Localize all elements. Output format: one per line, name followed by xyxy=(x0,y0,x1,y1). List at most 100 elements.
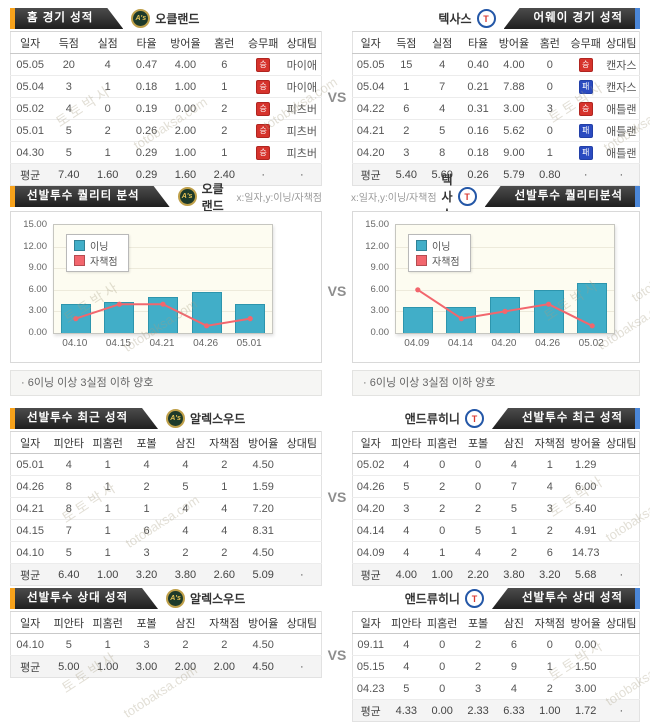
cell: 04.15 xyxy=(10,519,50,542)
column-header: 타율 xyxy=(127,31,166,54)
cell: 05.01 xyxy=(10,453,50,476)
header-row: 일자 피안타 피홈런 포볼 삼진 자책점 방어율 상대팀 xyxy=(352,431,640,454)
cell: 4 xyxy=(460,541,496,564)
away-vs-table: 일자 피안타 피홈런 포볼 삼진 자책점 방어율 상대팀 09.11 4 0 2 6 0 0.00 05.15… xyxy=(352,611,640,722)
cell: 4.00 xyxy=(166,53,205,76)
rangers-logo: T xyxy=(457,187,477,206)
section-title: 어웨이 경기 성적 xyxy=(533,12,623,24)
cell: 0 xyxy=(460,475,496,498)
cell: 3 xyxy=(531,497,568,520)
cell: 1.72 xyxy=(567,699,604,722)
cell: 0 xyxy=(531,53,568,76)
cell: 7.20 xyxy=(243,497,283,520)
column-header: 일자 xyxy=(10,431,50,454)
cell: 피츠버 xyxy=(282,97,322,120)
legend-label: 이닝 xyxy=(432,242,451,253)
cell: 애틀랜 xyxy=(603,141,640,164)
cell: 6 xyxy=(204,53,244,76)
line-marker xyxy=(546,301,552,307)
line-series xyxy=(415,287,595,329)
table-row: 04.21 8 1 1 4 4 7.20 xyxy=(10,497,322,520)
cell: 0.18 xyxy=(460,141,496,164)
cell: 4 xyxy=(49,453,89,476)
cell xyxy=(282,453,322,476)
cell: 2 xyxy=(204,541,244,564)
cell: 8.31 xyxy=(243,519,283,542)
cell: 5 xyxy=(49,141,89,164)
cell: 1.50 xyxy=(567,655,604,678)
away-vs-header: 앤드류히니 T 선발투수 상대 성적 xyxy=(352,588,640,609)
stats-table: 일자 득점 실점 타율 방어율 홈런 승무패 상대팀 05.05 20 4 0.47 4.00 6 승 마이애… xyxy=(10,31,322,186)
y-tick-label: 0.00 xyxy=(370,327,390,338)
home-recent-table: 일자 피안타 피홈런 포볼 삼진 자책점 방어율 상대팀 05.01 4 1 4 4 2 4.50 04.26… xyxy=(10,431,322,586)
y-tick-label: 15.00 xyxy=(23,219,47,230)
cell: 패 xyxy=(567,75,604,98)
column-header: 삼진 xyxy=(166,611,205,634)
axis-note: x:일자,y:이닝/자책점 xyxy=(351,193,437,204)
cell xyxy=(603,497,640,520)
section-title: 선발투수 상대 성적 xyxy=(27,592,129,604)
table-row: 09.11 4 0 2 6 0 0.00 xyxy=(352,633,640,656)
gridline xyxy=(54,246,272,248)
cell: 1.00 xyxy=(88,563,128,586)
average-row: 평균 5.00 1.00 3.00 2.00 2.00 4.50 · xyxy=(10,655,322,678)
y-tick-label: 15.00 xyxy=(365,219,389,230)
cell: 3 xyxy=(388,141,425,164)
cell: 2 xyxy=(166,541,205,564)
cell: 4 xyxy=(496,453,532,476)
column-header: 자책점 xyxy=(204,611,244,634)
average-row: 평균 7.40 1.60 0.29 1.60 2.40 · · xyxy=(10,163,322,186)
cell: 5 xyxy=(388,475,425,498)
cell: 0.26 xyxy=(127,119,166,142)
cell xyxy=(603,655,640,678)
cell: 6.00 xyxy=(567,475,604,498)
cell: 1 xyxy=(531,141,568,164)
line-marker xyxy=(247,316,253,322)
away-recent-table: 일자 피안타 피홈런 포볼 삼진 자책점 방어율 상대팀 05.02 4 0 0 4 1 1.29 04.26… xyxy=(352,431,640,586)
chart-legend: 이닝 자책점 xyxy=(66,234,129,272)
home-vs-panel: 선발투수 상대 성적 A's 알렉스우드 일자 피안타 피홈런 포볼 삼진 자책점 방어율 상… xyxy=(10,588,322,722)
table-row: 04.10 5 1 3 2 2 4.50 xyxy=(10,633,322,656)
cell: 1.59 xyxy=(243,475,283,498)
line-series xyxy=(73,301,253,329)
athletics-logo: A's xyxy=(166,409,186,428)
x-tick-label: 04.14 xyxy=(447,338,473,349)
column-header: 피안타 xyxy=(388,611,425,634)
cell: 0 xyxy=(531,119,568,142)
column-header: 포볼 xyxy=(460,431,496,454)
cell: 2 xyxy=(388,119,425,142)
section-title-tab: 선발투수 상대 성적 xyxy=(10,588,158,609)
cell: 2 xyxy=(204,119,244,142)
cell: 패 xyxy=(567,141,604,164)
cell: 3.20 xyxy=(127,563,166,586)
cell: 4 xyxy=(388,655,425,678)
cell: 04.14 xyxy=(352,519,389,542)
cell: 승 xyxy=(243,119,283,142)
cell: 4.91 xyxy=(567,519,604,542)
cell: 1 xyxy=(204,475,244,498)
vs-label: VS xyxy=(327,89,347,105)
column-header: 상대팀 xyxy=(603,611,640,634)
legend-label: 자책점 xyxy=(90,257,118,268)
cell: 4 xyxy=(388,519,425,542)
rangers-logo: T xyxy=(476,9,496,28)
cell: 04.21 xyxy=(352,119,389,142)
column-header: 득점 xyxy=(388,31,425,54)
vs-label: VS xyxy=(327,647,347,663)
cell: 5.60 xyxy=(424,163,461,186)
pitcher-name: 앤드류히니 xyxy=(404,592,460,606)
cell: 04.23 xyxy=(352,677,389,700)
cell: 평균 xyxy=(10,563,50,586)
away-recent-header: 앤드류히니 T 선발투수 최근 성적 xyxy=(352,408,640,429)
cell: 2 xyxy=(204,633,244,656)
column-header: 방어율 xyxy=(567,431,604,454)
cell xyxy=(282,475,322,498)
cell: 1 xyxy=(388,75,425,98)
cell: 0 xyxy=(424,655,461,678)
plot-area: 이닝 자책점 xyxy=(53,224,273,334)
cell: 1 xyxy=(531,655,568,678)
cell: 5.40 xyxy=(388,163,425,186)
cell: 1 xyxy=(88,475,128,498)
cell xyxy=(603,475,640,498)
section-recent-records: 선발투수 최근 성적 A's 알렉스우드 일자 피안타 피홈런 포볼 삼진 자책점 방어율 상… xyxy=(10,408,640,586)
